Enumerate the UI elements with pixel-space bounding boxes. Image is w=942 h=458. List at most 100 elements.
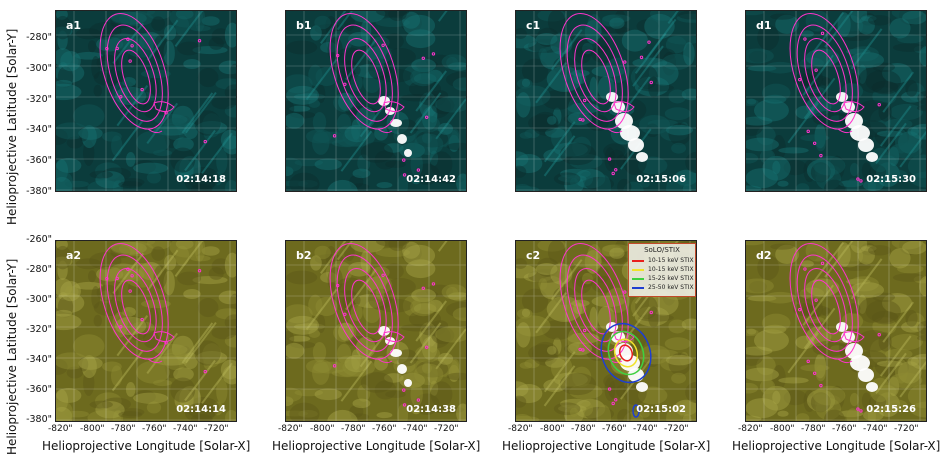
legend-swatch bbox=[632, 268, 644, 271]
y-tick: -340" bbox=[26, 124, 52, 135]
panel-label: c2 bbox=[526, 249, 541, 262]
legend-swatch bbox=[632, 259, 644, 262]
x-tick: -740" bbox=[403, 424, 428, 434]
panel-c1: c1 02:15:06 bbox=[515, 10, 697, 192]
panel-image bbox=[286, 241, 466, 421]
panel-a2: a2 02:14:14 bbox=[55, 240, 237, 422]
stix-legend: SoLO/STIX 10-15 keV STIX 10-15 keV STIX 15-… bbox=[628, 243, 696, 297]
x-axis-label: Helioprojective Longitude [Solar-X] bbox=[42, 439, 251, 453]
x-tick: -780" bbox=[341, 424, 366, 434]
x-tick: -780" bbox=[111, 424, 136, 434]
x-tick: -780" bbox=[801, 424, 826, 434]
panel-label: b2 bbox=[296, 249, 312, 262]
y-tick: -300" bbox=[26, 294, 52, 305]
legend-label: 25-50 keV STIX bbox=[648, 284, 694, 291]
panel-label: c1 bbox=[526, 19, 541, 32]
y-tick: -340" bbox=[26, 354, 52, 365]
x-tick: -820" bbox=[278, 424, 303, 434]
panel-image bbox=[56, 241, 236, 421]
panel-image bbox=[516, 241, 696, 421]
panel-timestamp: 02:15:02 bbox=[636, 404, 686, 415]
panel-d1: d1 02:15:30 bbox=[745, 10, 927, 192]
magenta-contours bbox=[99, 242, 207, 374]
stix-contours bbox=[600, 322, 652, 418]
legend-entry: 10-15 keV STIX bbox=[629, 265, 695, 274]
coordinate-grid bbox=[746, 241, 926, 421]
x-tick: -800" bbox=[310, 424, 335, 434]
panel-timestamp: 02:15:06 bbox=[636, 174, 686, 185]
legend-label: 10-15 keV STIX bbox=[648, 266, 694, 273]
panel-image bbox=[746, 241, 926, 421]
panel-d2: d2 02:15:26 bbox=[745, 240, 927, 422]
panel-timestamp: 02:14:38 bbox=[406, 404, 456, 415]
x-tick: -760" bbox=[602, 424, 627, 434]
x-tick: -740" bbox=[173, 424, 198, 434]
legend-swatch bbox=[632, 277, 644, 280]
magenta-contours bbox=[99, 12, 207, 144]
coordinate-grid bbox=[516, 11, 696, 191]
y-tick: -260" bbox=[26, 234, 52, 245]
x-tick: -740" bbox=[863, 424, 888, 434]
x-axis-label: Helioprojective Longitude [Solar-X] bbox=[272, 439, 481, 453]
y-tick: -280" bbox=[26, 264, 52, 275]
panel-label: a1 bbox=[66, 19, 82, 32]
panel-label: d1 bbox=[756, 19, 772, 32]
y-tick: -300" bbox=[26, 63, 52, 74]
x-tick: -760" bbox=[142, 424, 167, 434]
y-tick: -280" bbox=[26, 32, 52, 43]
y-axis-label-bottom: Helioprojective Latitude [Solar-Y] bbox=[5, 258, 19, 455]
panel-label: a2 bbox=[66, 249, 82, 262]
panel-label: d2 bbox=[756, 249, 772, 262]
magenta-contours bbox=[559, 12, 653, 176]
panel-c2: c2 02:15:02 SoLO/STIX 10-15 keV STIX 10-15 k… bbox=[515, 240, 697, 422]
panel-b1: b1 02:14:42 bbox=[285, 10, 467, 192]
y-tick: -320" bbox=[26, 324, 52, 335]
panel-b2: b2 02:14:38 bbox=[285, 240, 467, 422]
legend-swatch bbox=[632, 286, 644, 289]
panel-label: b1 bbox=[296, 19, 312, 32]
magenta-contours bbox=[789, 12, 881, 183]
legend-entry: 15-25 keV STIX bbox=[629, 274, 695, 283]
legend-label: 10-15 keV STIX bbox=[648, 257, 694, 264]
x-tick: -720" bbox=[434, 424, 459, 434]
panel-a1: a1 02:14:18 bbox=[55, 10, 237, 192]
y-tick: -380" bbox=[26, 414, 52, 425]
legend-entry: 10-15 keV STIX bbox=[629, 256, 695, 265]
x-tick: -720" bbox=[664, 424, 689, 434]
y-axis-label-top: Helioprojective Latitude [Solar-Y] bbox=[5, 28, 19, 225]
panel-image bbox=[746, 11, 926, 191]
panel-timestamp: 02:15:26 bbox=[866, 404, 916, 415]
magenta-contours bbox=[329, 12, 436, 177]
panel-timestamp: 02:14:14 bbox=[176, 404, 226, 415]
magenta-contours bbox=[329, 242, 436, 407]
x-axis-label: Helioprojective Longitude [Solar-X] bbox=[732, 439, 941, 453]
x-tick: -780" bbox=[571, 424, 596, 434]
x-tick: -740" bbox=[633, 424, 658, 434]
y-tick: -360" bbox=[26, 384, 52, 395]
panel-timestamp: 02:15:30 bbox=[866, 174, 916, 185]
x-tick: -760" bbox=[372, 424, 397, 434]
x-tick: -760" bbox=[832, 424, 857, 434]
x-axis-label: Helioprojective Longitude [Solar-X] bbox=[502, 439, 711, 453]
x-tick: -800" bbox=[770, 424, 795, 434]
magenta-contours bbox=[789, 242, 881, 413]
panel-timestamp: 02:14:18 bbox=[176, 174, 226, 185]
x-tick: -720" bbox=[204, 424, 229, 434]
x-tick: -820" bbox=[738, 424, 763, 434]
panel-image bbox=[286, 11, 466, 191]
y-tick: -380" bbox=[26, 186, 52, 197]
panel-timestamp: 02:14:42 bbox=[406, 174, 456, 185]
y-tick: -360" bbox=[26, 155, 52, 166]
panel-image bbox=[56, 11, 236, 191]
legend-label: 15-25 keV STIX bbox=[648, 275, 694, 282]
coordinate-grid bbox=[286, 11, 466, 191]
x-tick: -720" bbox=[894, 424, 919, 434]
flare-ribbon bbox=[378, 326, 412, 387]
x-tick: -800" bbox=[540, 424, 565, 434]
legend-entry: 25-50 keV STIX bbox=[629, 283, 695, 292]
panel-image bbox=[516, 11, 696, 191]
x-tick: -820" bbox=[48, 424, 73, 434]
y-tick: -320" bbox=[26, 94, 52, 105]
legend-title: SoLO/STIX bbox=[644, 246, 680, 254]
x-tick: -820" bbox=[508, 424, 533, 434]
